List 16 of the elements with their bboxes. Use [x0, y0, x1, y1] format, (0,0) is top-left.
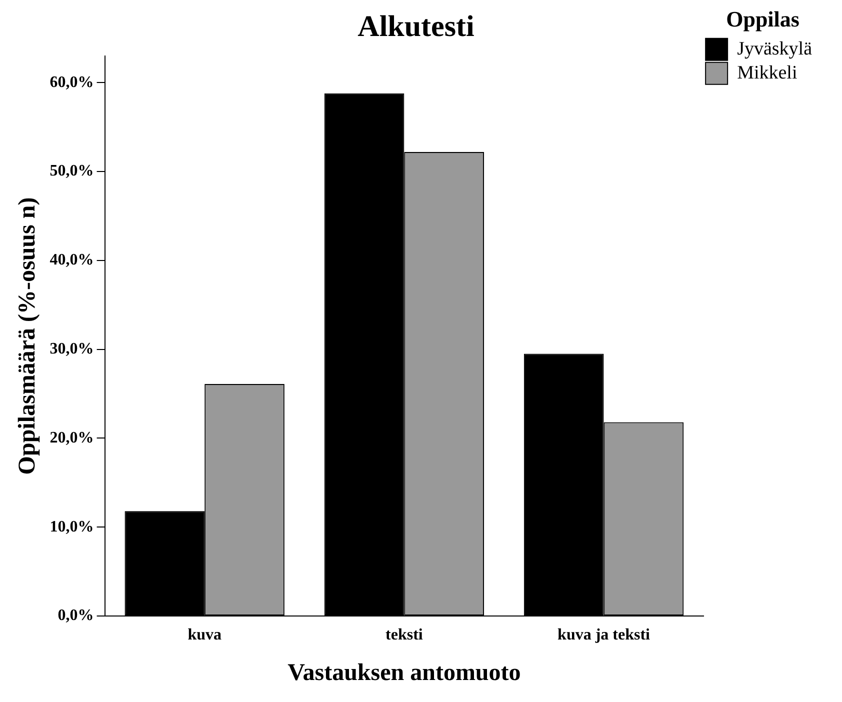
legend-label: Mikkeli: [737, 62, 798, 84]
y-tick-label: 60,0%: [50, 74, 94, 91]
x-tick-label: teksti: [386, 626, 424, 644]
y-tick-label: 40,0%: [50, 252, 94, 269]
y-tick-label: 10,0%: [50, 518, 94, 536]
chart-title: Alkutesti: [358, 10, 474, 43]
x-tick-label: kuva: [188, 626, 222, 644]
legend-label: Jyväskylä: [737, 38, 813, 60]
y-tick-label: 50,0%: [50, 162, 94, 180]
x-axis-title: Vastauksen antomuoto: [288, 660, 521, 686]
legend-title: Oppilas: [726, 6, 800, 32]
y-tick-label: 20,0%: [50, 429, 94, 446]
y-axis-title: Oppilasmäärä (%-osuus n): [14, 197, 41, 475]
y-tick-label: 30,0%: [50, 340, 94, 358]
y-tick-label: 0,0%: [58, 607, 94, 624]
x-tick-label: kuva ja teksti: [558, 626, 651, 644]
